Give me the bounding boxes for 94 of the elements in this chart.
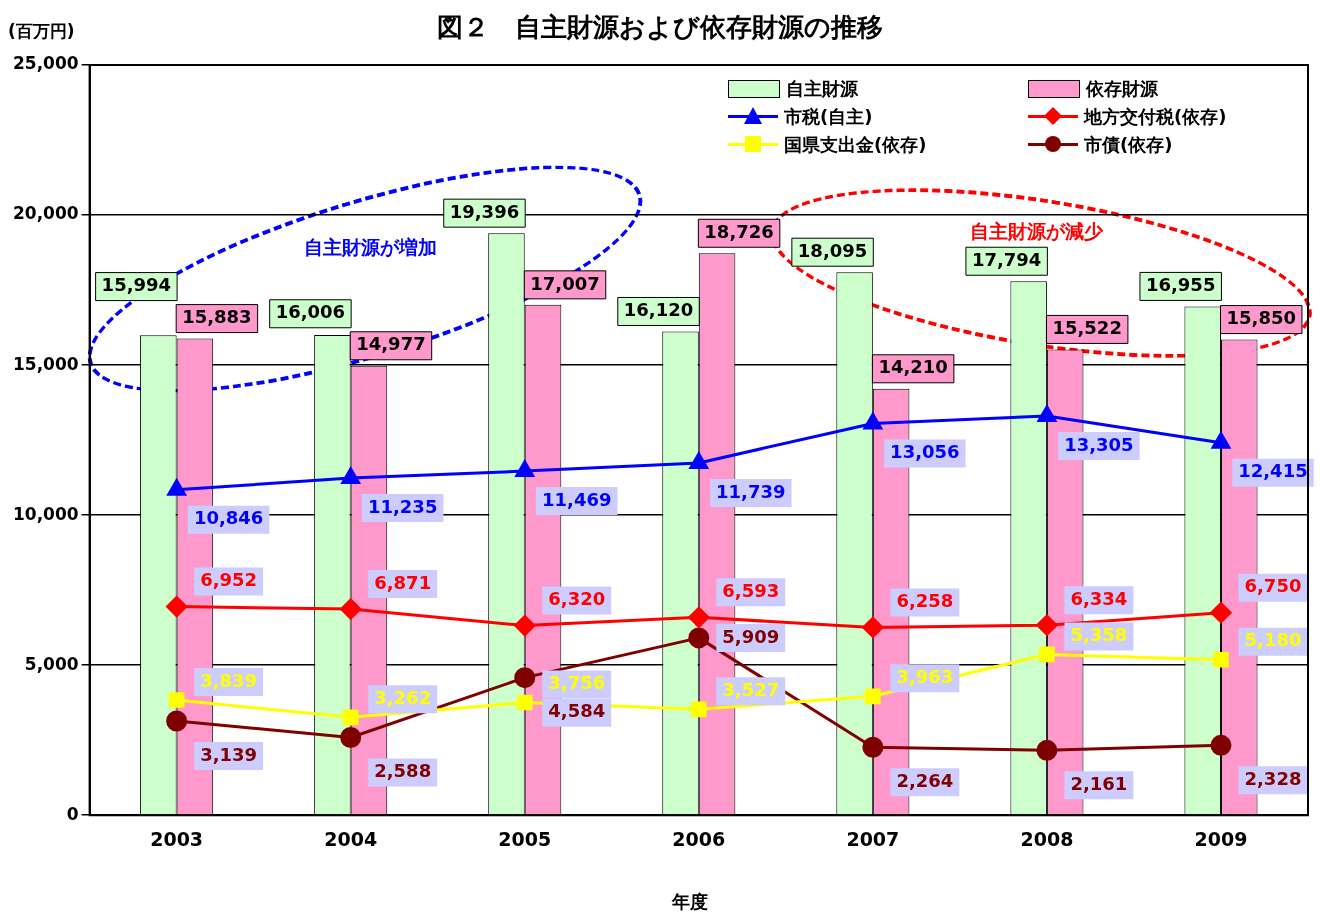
y-tick-label: 15,000 <box>12 353 79 374</box>
legend-label: 市債(依存) <box>1084 133 1173 157</box>
data-label: 3,756 <box>548 672 606 694</box>
data-label: 3,527 <box>722 679 780 701</box>
point <box>340 727 362 749</box>
data-label: 16,955 <box>1145 274 1216 296</box>
data-label: 3,262 <box>374 686 432 708</box>
point <box>1039 646 1055 663</box>
data-label: 15,883 <box>182 306 252 328</box>
data-label: 14,210 <box>878 356 948 378</box>
data-label: 6,593 <box>722 580 780 602</box>
point <box>689 452 709 469</box>
data-label: 11,739 <box>716 480 786 502</box>
data-label: 6,320 <box>548 588 606 610</box>
annotation: 自主財源が減少 <box>970 219 1104 245</box>
data-label: 11,469 <box>542 488 612 510</box>
data-label: 18,095 <box>797 239 868 261</box>
x-tick-label: 2005 <box>498 827 552 850</box>
y-tick-label: 10,000 <box>12 503 79 524</box>
point <box>166 596 188 618</box>
point <box>864 688 881 705</box>
legend-label: 依存財源 <box>1086 77 1158 101</box>
data-label: 5,358 <box>1070 624 1128 646</box>
point <box>342 709 359 726</box>
data-label: 3,139 <box>200 743 258 765</box>
point <box>862 736 884 758</box>
data-label: 6,258 <box>896 590 954 612</box>
data-label: 14,977 <box>356 333 426 355</box>
point <box>167 479 186 496</box>
data-label: 5,909 <box>722 625 780 647</box>
point <box>1210 734 1232 756</box>
data-label: 13,305 <box>1064 433 1134 455</box>
point <box>863 412 883 430</box>
data-label: 15,850 <box>1226 307 1296 329</box>
data-label: 2,264 <box>896 769 954 791</box>
data-label: 10,846 <box>193 507 264 529</box>
legend-label: 自主財源 <box>786 77 858 101</box>
point <box>862 616 884 638</box>
point <box>690 701 707 718</box>
data-label: 17,794 <box>971 248 1042 270</box>
point <box>688 627 710 649</box>
data-label: 4,584 <box>548 700 606 722</box>
data-label: 19,396 <box>449 200 520 222</box>
data-label: 15,994 <box>101 274 172 296</box>
point <box>168 692 185 708</box>
point <box>514 667 536 689</box>
point <box>1210 602 1232 624</box>
point <box>516 694 533 711</box>
point <box>688 606 710 628</box>
x-tick-label: 2008 <box>1020 827 1074 850</box>
data-label: 5,180 <box>1244 629 1302 651</box>
y-tick-label: 0 <box>66 803 79 824</box>
data-label: 2,161 <box>1070 773 1128 795</box>
data-label: 6,871 <box>374 571 432 593</box>
data-label: 13,056 <box>890 441 960 463</box>
data-label: 16,120 <box>623 299 694 321</box>
x-axis-title: 年度 <box>671 890 709 914</box>
data-label: 11,235 <box>367 495 438 517</box>
x-tick-label: 2006 <box>672 827 726 850</box>
point <box>340 598 362 620</box>
chart-title: 図２ 自主財源および依存財源の推移 <box>437 12 883 42</box>
y-tick-label: 25,000 <box>12 53 79 74</box>
point <box>514 615 536 637</box>
point <box>1213 651 1229 668</box>
data-label: 6,334 <box>1070 587 1128 609</box>
data-label: 16,006 <box>275 301 346 323</box>
x-tick-label: 2003 <box>150 827 204 850</box>
annotation: 自主財源が増加 <box>304 235 438 261</box>
data-label: 18,726 <box>704 220 774 242</box>
y-tick-label: 5,000 <box>24 653 79 674</box>
x-tick-label: 2007 <box>846 827 900 850</box>
data-label: 2,328 <box>1244 768 1302 790</box>
y-axis-title: (百万円) <box>8 20 75 43</box>
x-tick-label: 2009 <box>1194 827 1248 850</box>
data-label: 15,522 <box>1052 317 1122 339</box>
data-label: 12,415 <box>1238 460 1308 482</box>
legend-label: 市税(自主) <box>784 105 873 129</box>
data-label: 2,588 <box>374 760 432 782</box>
point <box>166 710 188 732</box>
point <box>1036 739 1058 761</box>
legend-label: 国県支出金(依存) <box>784 133 927 157</box>
data-label: 17,007 <box>530 272 600 294</box>
x-tick-label: 2004 <box>324 827 378 850</box>
point <box>515 460 535 478</box>
y-tick-label: 20,000 <box>12 203 79 224</box>
point <box>1211 432 1231 449</box>
point <box>1037 405 1057 422</box>
point <box>1036 614 1058 636</box>
data-label: 3,839 <box>200 669 258 691</box>
point <box>341 467 360 485</box>
legend-label: 地方交付税(依存) <box>1084 105 1227 129</box>
data-label: 3,963 <box>896 665 954 687</box>
data-label: 6,952 <box>200 569 258 591</box>
data-label: 6,750 <box>1244 575 1302 597</box>
